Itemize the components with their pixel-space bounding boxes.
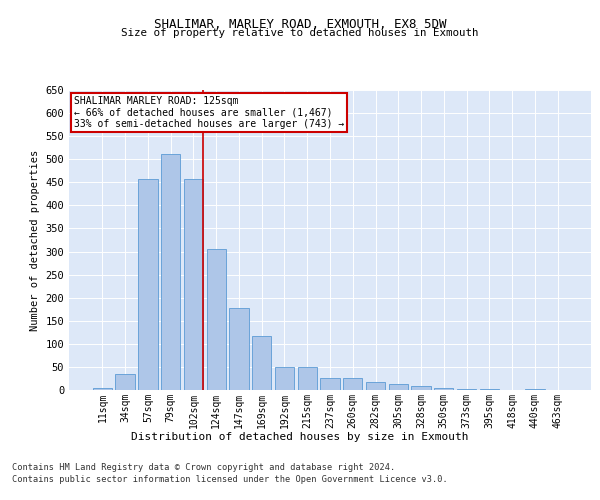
Text: SHALIMAR, MARLEY ROAD, EXMOUTH, EX8 5DW: SHALIMAR, MARLEY ROAD, EXMOUTH, EX8 5DW (154, 18, 446, 30)
Bar (229, 308, 248, 390)
Text: Size of property relative to detached houses in Exmouth: Size of property relative to detached ho… (121, 28, 479, 38)
Bar (320, 378, 340, 390)
Bar (389, 384, 408, 390)
Bar (138, 179, 158, 390)
Bar (412, 386, 431, 390)
Bar (343, 378, 362, 390)
Text: Distribution of detached houses by size in Exmouth: Distribution of detached houses by size … (131, 432, 469, 442)
Bar (275, 367, 294, 390)
Text: SHALIMAR MARLEY ROAD: 125sqm
← 66% of detached houses are smaller (1,467)
33% of: SHALIMAR MARLEY ROAD: 125sqm ← 66% of de… (74, 96, 344, 129)
Bar (93, 388, 112, 390)
Text: Contains public sector information licensed under the Open Government Licence v3: Contains public sector information licen… (12, 475, 448, 484)
Bar (457, 389, 476, 390)
Y-axis label: Number of detached properties: Number of detached properties (30, 150, 40, 330)
Bar (479, 389, 499, 390)
Bar (252, 336, 271, 390)
Bar (115, 374, 135, 390)
Bar (206, 249, 226, 390)
Bar (366, 382, 385, 390)
Bar (434, 388, 454, 390)
Bar (184, 178, 203, 390)
Bar (161, 154, 181, 390)
Bar (298, 367, 317, 390)
Text: Contains HM Land Registry data © Crown copyright and database right 2024.: Contains HM Land Registry data © Crown c… (12, 462, 395, 471)
Bar (525, 389, 545, 390)
